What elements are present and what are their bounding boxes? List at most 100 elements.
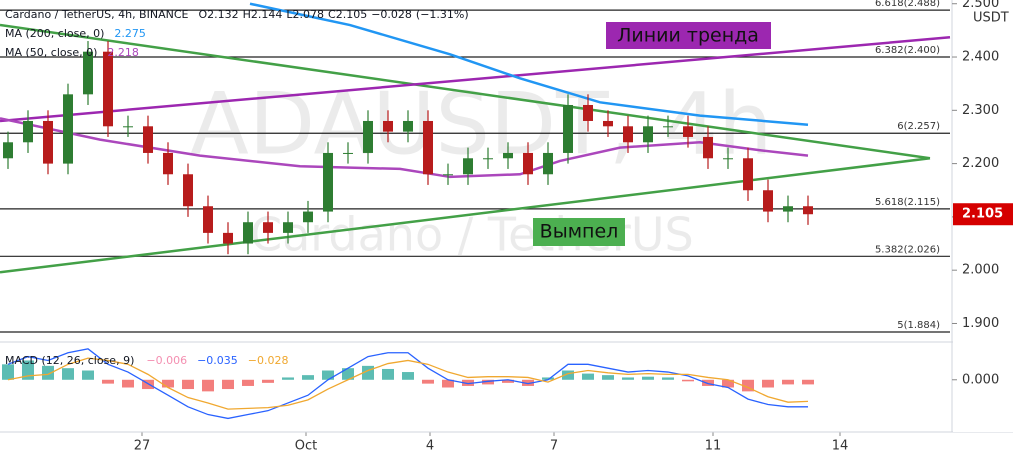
candle-body: [543, 152, 553, 175]
histogram-bar: [262, 379, 274, 383]
candle-body: [523, 152, 533, 175]
legend-text: L2.078: [286, 8, 324, 21]
x-tick-label: 14: [832, 439, 849, 454]
annotation: Линии тренда: [617, 25, 759, 47]
level-label: 6(2.257): [897, 121, 940, 132]
histogram-bar: [302, 375, 314, 380]
histogram-bar: [342, 368, 354, 380]
histogram-bar: [182, 379, 194, 390]
level-label: 6.618(2.488): [875, 0, 940, 9]
histogram-bar: [642, 376, 654, 380]
histogram-bar: [442, 379, 454, 388]
level-label: 5.382(2.026): [875, 244, 940, 255]
level-label: 6.382(2.400): [875, 45, 940, 56]
candle-body: [743, 158, 753, 191]
candle-body: [123, 126, 133, 128]
legend-text: H2.144: [243, 8, 283, 21]
trendline: [0, 36, 951, 123]
histogram-bar: [702, 379, 714, 386]
legend-text: −0.006: [146, 354, 187, 367]
ma-line: [249, 2, 809, 126]
histogram-bar: [502, 379, 514, 383]
candle-body: [203, 206, 213, 233]
histogram-bar: [242, 379, 254, 386]
x-tick-label: 11: [705, 439, 722, 454]
legend-text: C2.105: [328, 8, 367, 21]
candle-body: [703, 136, 713, 159]
price-axis-labels: 2.5002.4002.3002.2002.1002.0001.900USDT2…: [952, 0, 1013, 387]
legend-text: MACD (12, 26, close, 9): [5, 354, 134, 367]
x-tick-label: Oct: [295, 439, 317, 454]
histogram-bar: [622, 377, 634, 380]
histogram-bar: [322, 370, 334, 380]
legend-text: MA (200, close, 0): [5, 27, 104, 40]
annotation: Вымпел: [540, 221, 619, 243]
y-tick-label: 2.400: [962, 50, 999, 65]
candle-body: [23, 120, 33, 143]
histogram-bar: [602, 375, 614, 380]
histogram-bar: [402, 372, 414, 380]
level-label: 5.618(2.115): [875, 197, 940, 208]
candle-body: [383, 120, 393, 132]
candle-body: [243, 222, 253, 244]
x-tick-label: 7: [550, 439, 558, 454]
candle-body: [223, 232, 233, 244]
histogram-bar: [22, 360, 34, 380]
histogram-bar: [82, 370, 94, 380]
histogram-bar: [162, 379, 174, 388]
histogram-bar: [542, 377, 554, 380]
candle-body: [763, 190, 773, 212]
candle-body: [663, 126, 673, 128]
candle-body: [163, 152, 173, 175]
watermark: ADAUSDT, 4h: [190, 74, 773, 174]
histogram-bar: [522, 379, 534, 386]
histogram-bar: [582, 373, 594, 380]
annotation-box: [533, 218, 625, 246]
unit-bg: [968, 9, 1012, 26]
candle-body: [623, 126, 633, 143]
y-tick-label: 1.900: [962, 316, 999, 331]
candle-body: [263, 222, 273, 233]
plot-area: 6.618(2.488) 6.382(2.400) 6(2.257) 5.618(2.…: [0, 0, 951, 454]
candle-body: [403, 120, 413, 132]
candle-body: [3, 142, 13, 159]
macd-line: [7, 348, 808, 420]
histogram-bar: [282, 377, 294, 380]
candle-body: [43, 120, 53, 164]
candle-body: [283, 222, 293, 233]
y-tick-label: 2.300: [962, 103, 999, 118]
histogram-bar: [462, 379, 474, 386]
candle-body: [63, 94, 73, 164]
candle-body: [83, 51, 93, 95]
level-label: 5(1.884): [897, 320, 940, 331]
y-tick-label: 0.000: [962, 372, 999, 387]
candle-body: [803, 206, 813, 215]
legend-text: (−1.31%): [416, 8, 469, 21]
candle-body: [343, 152, 353, 154]
candle-body: [363, 120, 373, 153]
legend-text: 2.275: [114, 27, 146, 40]
candle-body: [323, 152, 333, 212]
candle-body: [683, 126, 693, 137]
candle-body: [443, 174, 453, 176]
y-tick-label: 2.000: [962, 263, 999, 278]
histogram-bar: [382, 368, 394, 380]
candle-body: [723, 158, 733, 160]
histogram-bar: [682, 379, 694, 382]
histogram-bar: [482, 379, 494, 385]
x-tick-label: 27: [134, 439, 151, 454]
histogram-bar: [222, 379, 234, 390]
candle-body: [603, 120, 613, 127]
legend-text: −0.028: [371, 8, 412, 21]
histogram-bar: [662, 377, 674, 380]
histogram-bar: [42, 365, 54, 380]
histogram-bar: [62, 368, 74, 380]
trendline: [0, 157, 931, 274]
x-tick-label: 4: [426, 439, 434, 454]
macd-line: [7, 357, 809, 410]
candle-body: [583, 104, 593, 121]
candle-body: [103, 51, 113, 127]
legend-text: O2.132: [198, 8, 238, 21]
histogram-bar: [742, 379, 754, 392]
